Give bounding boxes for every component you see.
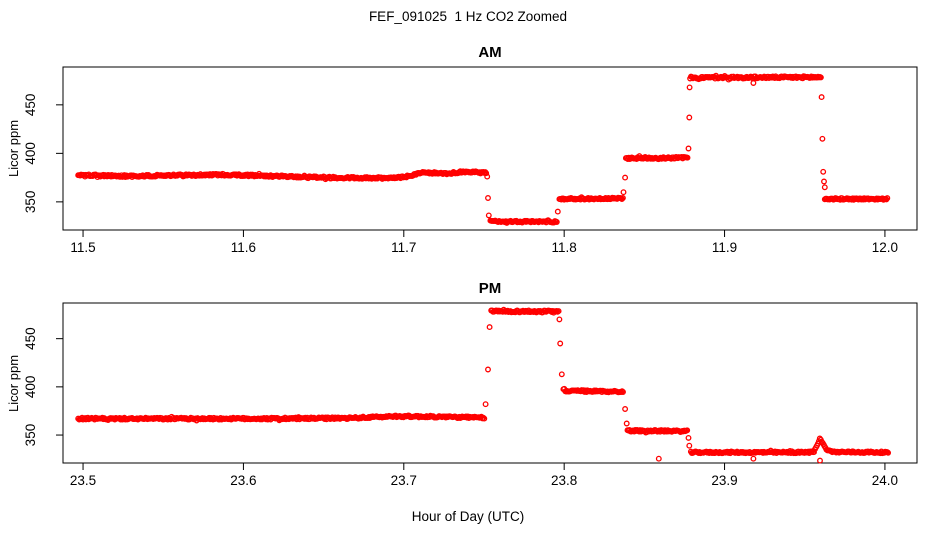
data-point [555, 308, 562, 315]
transition-point [685, 145, 692, 152]
transition-point [556, 316, 563, 323]
data-points [75, 72, 891, 226]
panel-title-am: AM [478, 44, 502, 61]
transition-point [818, 94, 825, 101]
y-axis-label-wrap-am: Licor ppm [3, 67, 25, 230]
x-tick-label: 23.7 [391, 473, 417, 488]
y-tick-label: 400 [23, 376, 38, 399]
data-point [553, 219, 560, 225]
x-tick-label: 11.7 [391, 240, 416, 255]
data-point [811, 449, 817, 456]
transition-point [819, 135, 826, 142]
x-tick-label: 11.6 [231, 240, 256, 255]
transition-point [485, 212, 492, 219]
data-point [684, 427, 691, 434]
x-tick-label: 23.6 [230, 473, 256, 488]
data-point [885, 449, 892, 456]
chart-title: FEF_091025 1 Hz CO2 Zoomed [368, 9, 568, 24]
data-point [884, 195, 891, 202]
transition-point [750, 80, 757, 86]
x-tick-label: 11.5 [70, 240, 95, 255]
transition-point [620, 189, 627, 196]
data-point [817, 74, 824, 81]
transition-point [484, 173, 491, 180]
data-points [75, 306, 892, 464]
transition-point [686, 442, 693, 449]
data-point [483, 170, 490, 177]
transition-point [485, 366, 491, 373]
transition-point [485, 195, 491, 201]
transition-point [820, 168, 827, 175]
y-tick-label: 350 [23, 191, 38, 214]
x-axis-label: Hour of Day (UTC) [411, 509, 525, 524]
x-tick-label: 23.5 [70, 473, 96, 488]
transition-point [486, 324, 493, 331]
y-tick-label: 450 [23, 94, 38, 117]
data-point [620, 389, 626, 395]
x-tick-label: 24.0 [872, 473, 898, 488]
transition-point [685, 434, 692, 441]
transition-point [554, 208, 561, 215]
transition-point [821, 184, 828, 191]
panel-am: 11.5 11.6 11.7 11.8 11.9 12.0 350 400 450 [23, 66, 918, 255]
y-axis-label-pm: Licor ppm [6, 354, 22, 412]
transition-point [686, 84, 693, 91]
transition-point [622, 406, 629, 412]
transition-point [623, 420, 630, 427]
transition-point [557, 340, 564, 347]
plot-box [62, 66, 918, 231]
transition-point [817, 457, 823, 464]
x-tick-label: 23.9 [711, 473, 737, 488]
y-tick-label: 450 [23, 327, 38, 350]
x-tick-label: 11.8 [552, 240, 577, 255]
data-point [684, 154, 691, 161]
x-tick-label: 23.8 [551, 473, 577, 488]
data-point [480, 414, 487, 421]
data-point [481, 415, 488, 422]
plot-box [62, 302, 918, 464]
y-axis-label-wrap-pm: Licor ppm [3, 303, 25, 463]
transition-point [622, 174, 629, 181]
data-point [618, 196, 625, 202]
y-tick-label: 350 [23, 424, 38, 447]
transition-point [821, 178, 827, 185]
transition-point [750, 455, 757, 462]
panel-title-pm: PM [478, 280, 502, 297]
transition-point [558, 371, 565, 378]
panel-pm: 23.5 23.6 23.7 23.8 23.9 24.0 350 400 450 [23, 302, 918, 488]
transition-point [686, 114, 693, 121]
x-tick-label: 12.0 [872, 240, 898, 255]
transition-point [482, 401, 489, 408]
x-tick-label: 11.9 [712, 240, 737, 255]
transition-point [655, 455, 662, 462]
y-tick-label: 400 [23, 142, 38, 165]
data-point [619, 195, 626, 201]
y-axis-label-am: Licor ppm [6, 119, 22, 178]
